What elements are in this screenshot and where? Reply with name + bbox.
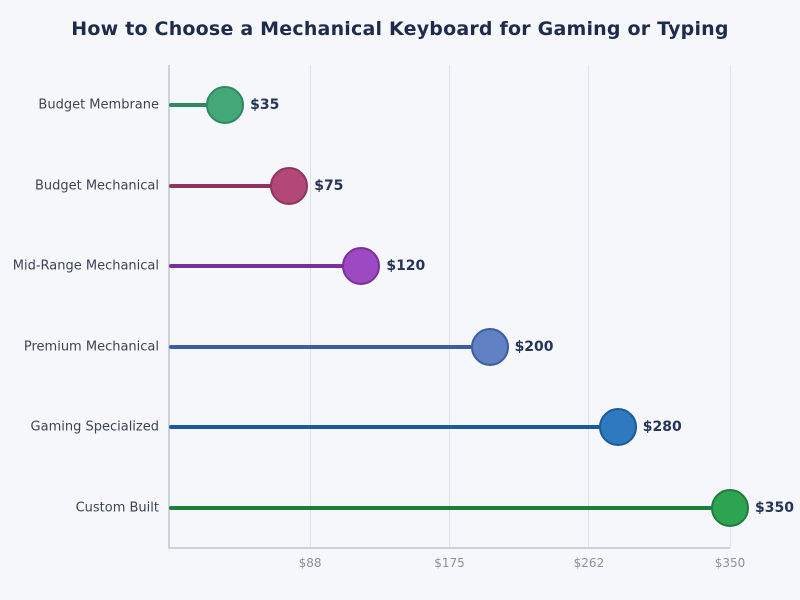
gridline xyxy=(449,65,450,548)
lollipop-stem xyxy=(169,103,226,108)
value-label: $200 xyxy=(514,338,554,355)
lollipop-dot xyxy=(270,166,309,205)
lollipop-dot xyxy=(598,408,637,447)
category-label: Budget Membrane xyxy=(38,97,159,113)
x-axis-line xyxy=(168,547,730,549)
lollipop-stem xyxy=(169,183,290,188)
category-label: Premium Mechanical xyxy=(23,339,159,355)
category-label: Custom Built xyxy=(75,500,159,516)
x-tick-label: $350 xyxy=(714,556,746,570)
gridline xyxy=(588,65,590,548)
lollipop-stem xyxy=(169,425,618,430)
value-label: $350 xyxy=(755,499,794,516)
lollipop-dot xyxy=(206,86,245,125)
value-label: $120 xyxy=(386,258,426,275)
gridline xyxy=(309,65,311,548)
lollipop-stem xyxy=(169,264,362,269)
y-axis-line xyxy=(168,65,170,548)
category-label: Mid-Range Mechanical xyxy=(12,258,159,274)
value-label: $35 xyxy=(250,97,280,114)
chart-title: How to Choose a Mechanical Keyboard for … xyxy=(71,18,729,40)
lollipop-dot xyxy=(342,247,381,286)
category-label: Gaming Specialized xyxy=(30,419,159,435)
lollipop-dot xyxy=(711,488,749,527)
lollipop-stem xyxy=(169,505,730,510)
x-tick-label: $262 xyxy=(573,556,605,570)
gridline xyxy=(729,65,731,548)
lollipop-stem xyxy=(169,344,490,349)
category-label: Budget Mechanical xyxy=(34,178,159,194)
value-label: $280 xyxy=(642,419,682,436)
x-tick-label: $88 xyxy=(298,556,322,570)
value-label: $75 xyxy=(314,177,344,194)
x-tick-label: $175 xyxy=(434,556,465,570)
lollipop-dot xyxy=(470,327,509,366)
